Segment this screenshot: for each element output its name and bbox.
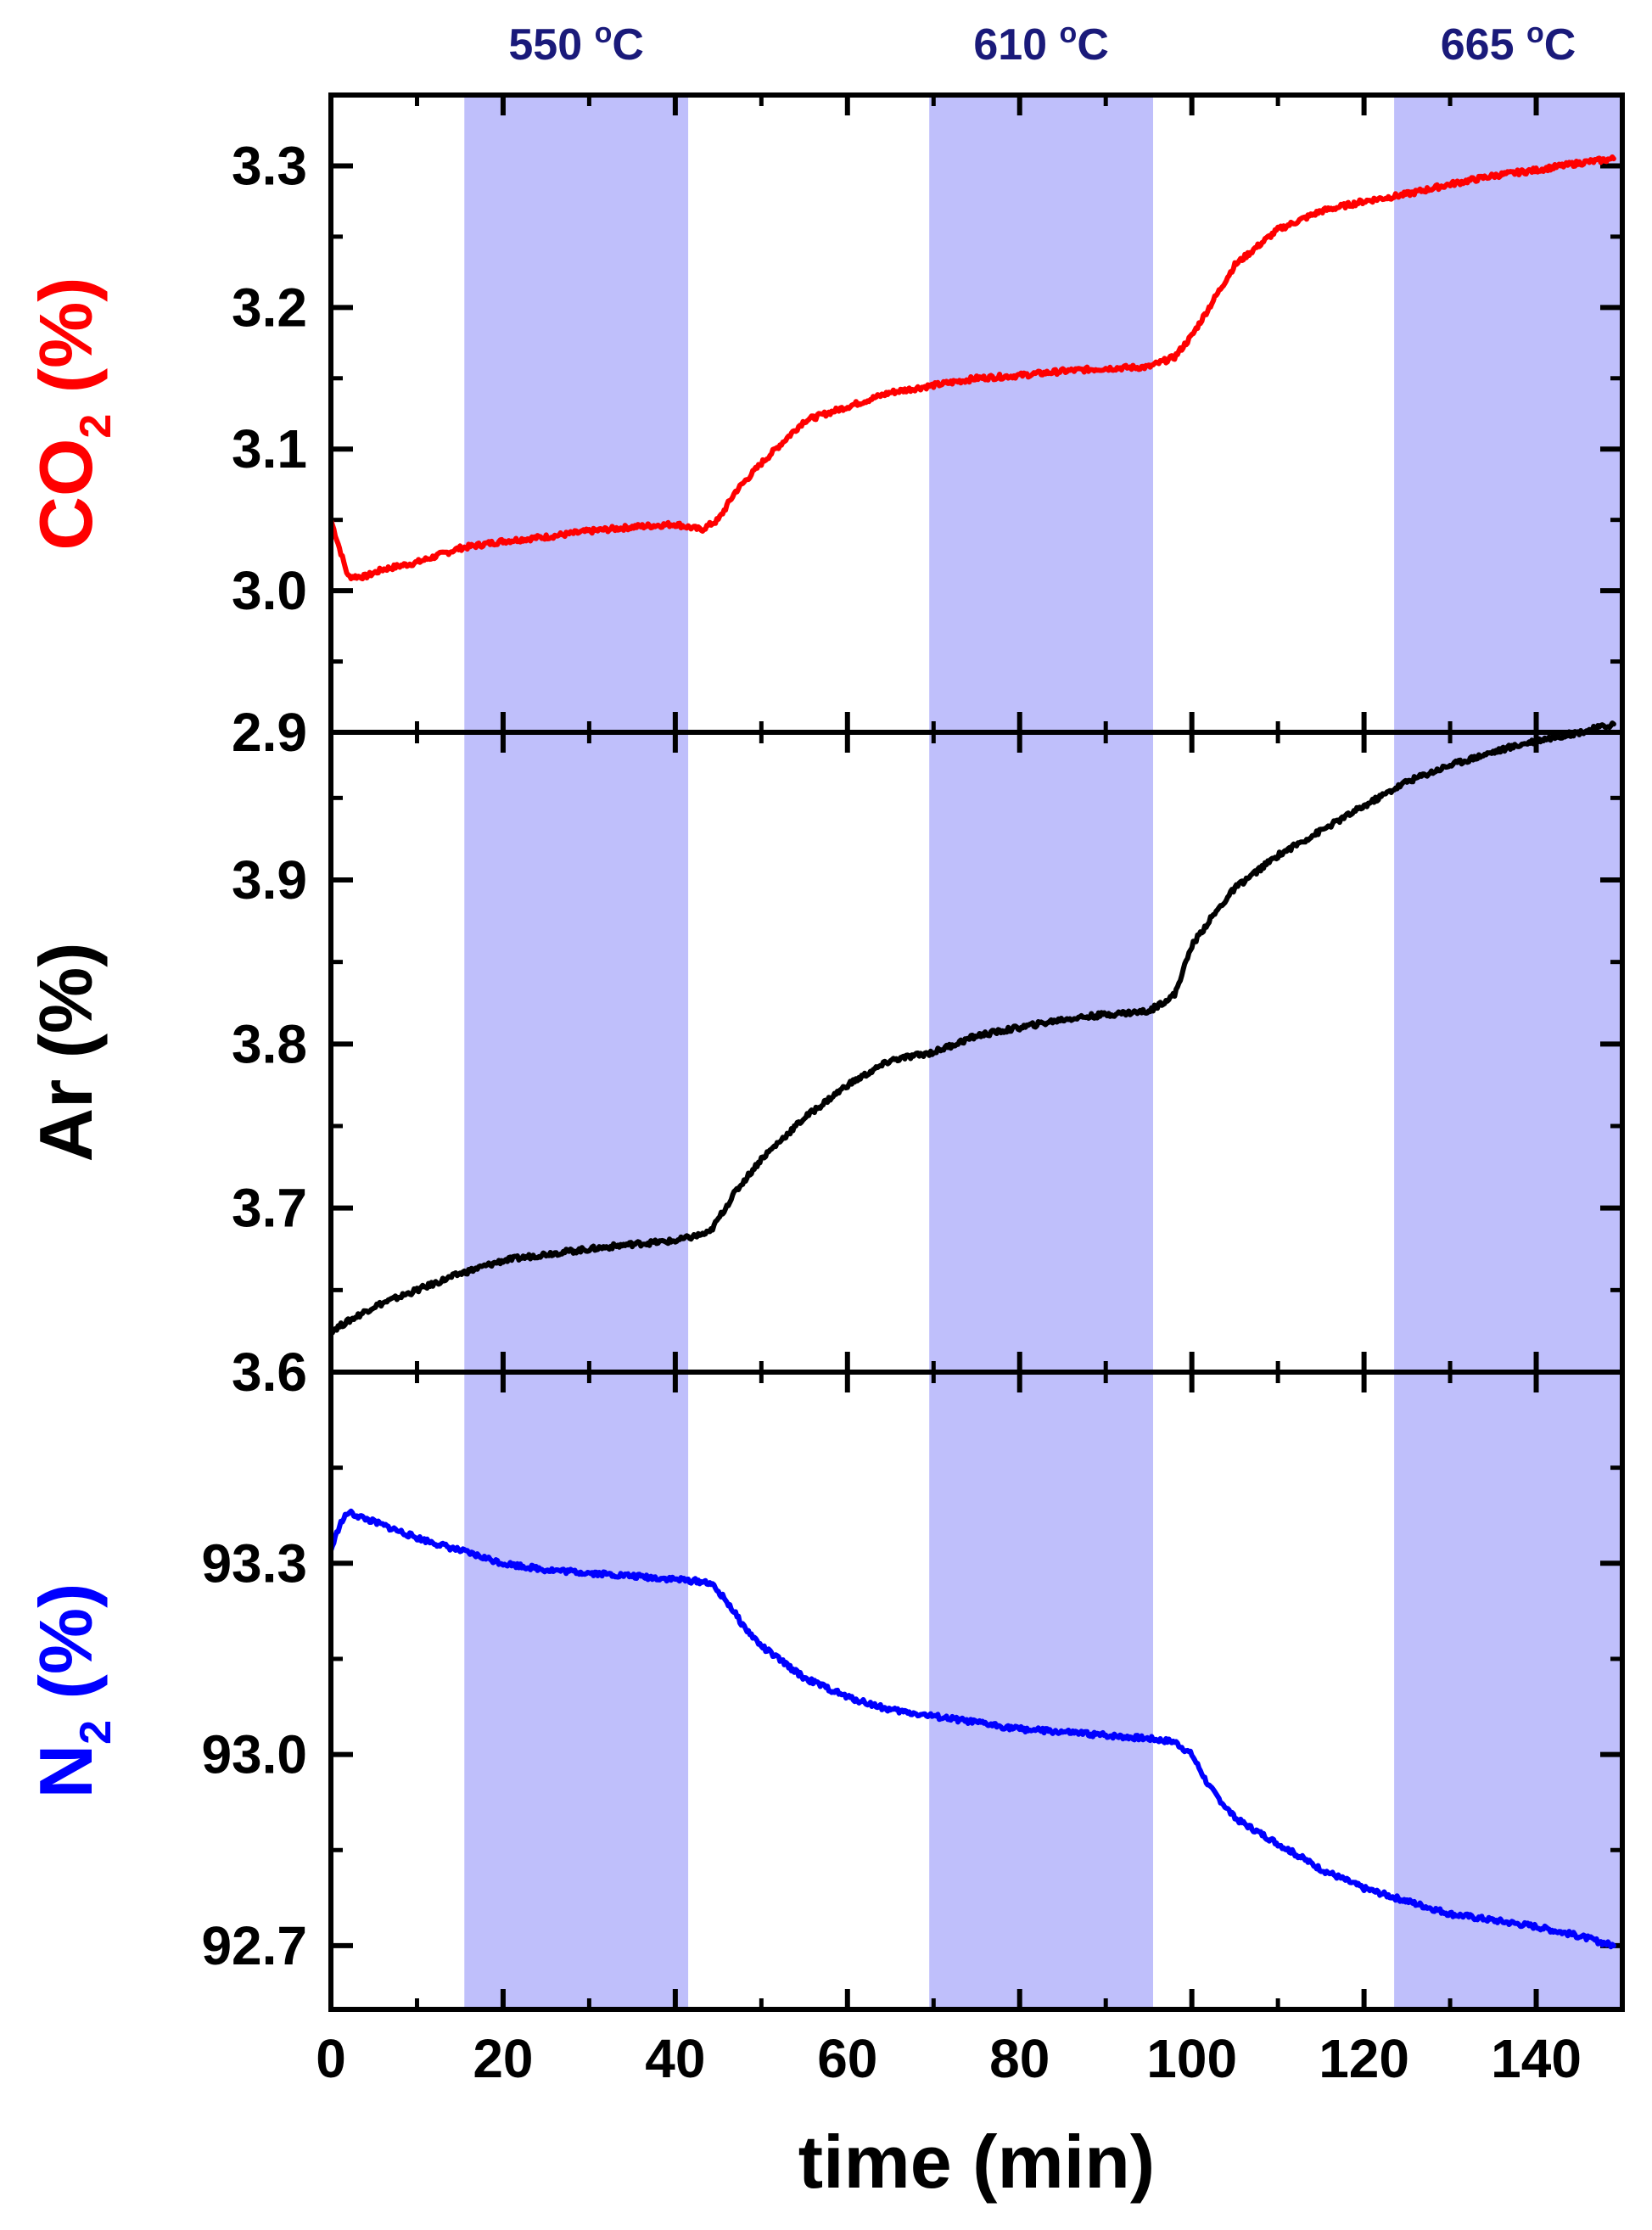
x-tick-label: 140: [1491, 2028, 1582, 2089]
x-axis-label: time (min): [798, 2120, 1155, 2204]
y-tick-label-bottom: 93.0: [201, 1724, 307, 1785]
x-tick-label: 40: [645, 2028, 705, 2089]
temperature-band-2: [1394, 95, 1622, 2009]
y-tick-label-top: 3.1: [232, 418, 307, 479]
y-axis-label-bottom: N2 (%): [24, 1583, 120, 1799]
y-tick-label-middle: 3.9: [232, 849, 307, 910]
y-tick-label-top: 3.2: [232, 277, 307, 338]
y-tick-label-middle: 3.7: [232, 1178, 307, 1239]
band-label-2: 665 oC: [1441, 17, 1576, 70]
x-tick-label: 0: [316, 2028, 346, 2089]
x-tick-label: 20: [473, 2028, 533, 2089]
panel-frame-bottom: [328, 1370, 1625, 2012]
y-tick-label-middle: 3.6: [232, 1342, 307, 1403]
temperature-band-0: [464, 95, 689, 2009]
y-tick-label-bottom: 92.7: [201, 1915, 307, 1976]
x-tick-label: 80: [989, 2028, 1050, 2089]
co2-series: [328, 154, 1616, 582]
x-tick-label: 100: [1146, 2028, 1237, 2089]
y-tick-label-middle: 3.8: [232, 1013, 307, 1074]
ar-series: [328, 720, 1616, 1336]
panel-frames: [328, 92, 1625, 2012]
band-label-0: 550 oC: [508, 17, 644, 70]
x-tick-label: 120: [1319, 2028, 1409, 2089]
y-tick-label-bottom: 93.3: [201, 1532, 307, 1594]
temperature-bands: [464, 95, 1622, 2009]
axis-labels: 2.9 3.0 3.1 3.2 3.3 CO2 (%) 3.6 3.7 3.8 3.9 Ar (%)…: [24, 135, 1582, 2204]
n2-series: [328, 1508, 1616, 1950]
y-tick-label-top: 2.9: [232, 702, 307, 763]
y-tick-label-top: 3.0: [232, 560, 307, 621]
x-tick-label: 60: [817, 2028, 877, 2089]
band-label-1: 610 oC: [973, 17, 1109, 70]
y-tick-label-top: 3.3: [232, 135, 307, 196]
y-axis-label-middle: Ar (%): [24, 942, 108, 1162]
temperature-band-labels: 550 oC 610 oC 665 oC: [508, 17, 1576, 70]
y-axis-label-top: CO2 (%): [24, 277, 120, 550]
temperature-band-1: [929, 95, 1154, 2009]
data-series: [328, 154, 1616, 1950]
